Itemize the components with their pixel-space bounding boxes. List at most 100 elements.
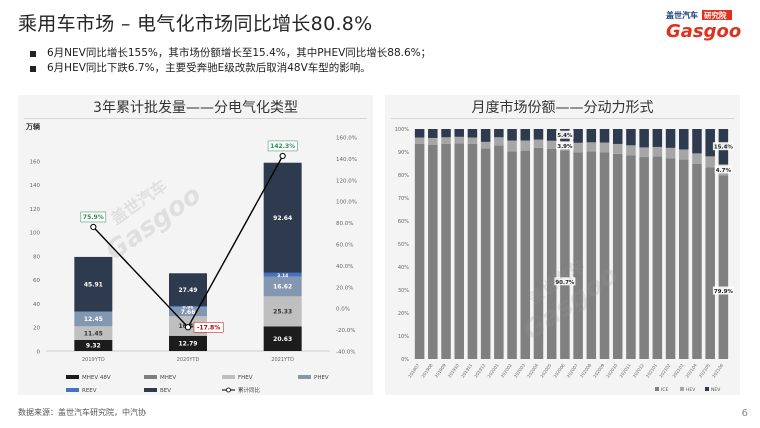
bar-segment: [441, 137, 451, 144]
bar-segment: [692, 129, 702, 154]
x-tick-label: 201910: [447, 362, 460, 378]
legend-swatch: [705, 387, 709, 391]
y2-tick-label: 20.0%: [336, 285, 353, 291]
bar-segment: [263, 276, 302, 297]
legend-label: NEV: [711, 387, 721, 393]
bar-segment: [533, 139, 544, 148]
bar-segment: [546, 140, 557, 150]
x-tick-label: 202005: [539, 362, 552, 378]
y-tick-label: 100: [30, 231, 41, 237]
bar-segment: [494, 137, 504, 146]
legend-swatch: [226, 387, 231, 393]
x-tick-label: 201912: [473, 362, 486, 378]
bar-segment: [428, 137, 438, 145]
legend-label: 累计同比: [238, 386, 261, 394]
bar-segment: [546, 129, 557, 141]
growth-point: [184, 324, 192, 331]
bar-segment: [428, 129, 438, 138]
bar-segment: [441, 143, 451, 359]
bar-segment: [546, 149, 557, 359]
bar-segment: [414, 129, 425, 138]
data-label: 25.33: [273, 309, 292, 316]
legend-label: MHEV: [160, 375, 176, 381]
data-label: 12.79: [179, 341, 198, 348]
legend-label: REEV: [82, 388, 97, 394]
legend-swatch: [222, 375, 235, 379]
x-tick-label: 201911: [460, 362, 473, 378]
bullet-text: 6月HEV同比下跌6.7%，主要受奔驰E级改款后取消48V车型的影响。: [47, 62, 371, 74]
x-tick-label: 2019YTD: [82, 357, 105, 363]
bar-segment: [718, 175, 729, 359]
y-tick-label: 20: [33, 326, 40, 332]
legend-label: HEV: [686, 387, 696, 393]
growth-point: [279, 152, 286, 160]
chart-title: 月度市场份额——分动力形式: [471, 100, 654, 116]
data-label: 3.14: [277, 273, 288, 279]
bar-segment: [507, 129, 517, 141]
x-tick-label: 202002: [500, 362, 513, 378]
bar-segment: [626, 129, 636, 146]
y-tick-label: 50%: [398, 242, 409, 248]
chart-title: 3年累计批发量——分电气化类型: [93, 100, 298, 116]
bar-segment: [679, 159, 689, 359]
bar-segment: [74, 256, 113, 312]
source-note: 数据来源：盖世汽车研究院，中汽协: [18, 408, 146, 417]
x-tick-label: 202006: [552, 362, 565, 378]
data-label-box: [714, 165, 733, 174]
bar-segment: [414, 137, 425, 144]
x-tick-label: 202012: [632, 362, 645, 378]
data-label: 12.45: [84, 316, 103, 323]
y-tick-label: 0%: [401, 357, 409, 363]
growth-label-box: [267, 140, 298, 152]
bar-segment: [586, 129, 597, 143]
y-tick-label: 80%: [398, 173, 409, 179]
bar-segment: [665, 147, 676, 159]
bar-segment: [652, 146, 663, 157]
data-label: 0.96: [182, 305, 193, 311]
bar-segment: [169, 307, 207, 317]
legend-label: FHEV: [238, 375, 253, 381]
y-tick-label: 60%: [398, 219, 409, 225]
bar-segment: [494, 145, 504, 359]
bar-segment: [612, 129, 623, 144]
legend-swatch: [144, 388, 157, 392]
x-tick-label: 202106: [711, 362, 724, 378]
x-tick-label: 202105: [698, 362, 711, 378]
bar-segment: [74, 326, 113, 340]
data-label: 79.9%: [714, 289, 734, 295]
x-tick-label: 201907: [407, 362, 420, 378]
bar-segment: [533, 129, 544, 140]
chart-monthly-share: 0%10%20%30%40%50%60%70%80%90%100%201907 2…: [395, 127, 734, 393]
y-axis-label: 万辆: [25, 122, 40, 131]
legend-label: ICE: [661, 387, 668, 393]
bar-segment: [520, 140, 531, 151]
bar-segment: [480, 129, 491, 142]
logo-cn: 盖世汽车: [666, 10, 698, 20]
bar-segment: [507, 140, 517, 152]
growth-point: [90, 223, 97, 231]
y2-tick-label: 40.0%: [336, 264, 353, 270]
x-tick-label: 202007: [566, 362, 579, 378]
y2-tick-label: 80.0%: [336, 221, 353, 227]
x-tick-label: 202104: [685, 362, 698, 378]
bar-segment: [573, 129, 583, 143]
x-tick-label: 202001: [486, 362, 499, 378]
bar-segment: [665, 129, 676, 148]
data-label-box: [712, 286, 734, 295]
bar-segment: [679, 149, 689, 160]
x-tick-label: 2021YTD: [271, 357, 294, 363]
bar-segment: [652, 156, 663, 359]
y2-tick-label: 0.0%: [336, 307, 350, 313]
x-tick-label: 202101: [645, 362, 658, 378]
bar-segment: [467, 129, 478, 138]
x-tick-label: 201908: [420, 362, 433, 378]
bar-segment: [169, 305, 207, 308]
data-label: 45.91: [84, 281, 103, 288]
y2-tick-label: -40.0%: [336, 350, 355, 356]
bar-segment: [626, 145, 636, 156]
bar-segment: [467, 137, 478, 144]
bar-segment: [679, 129, 689, 150]
y-tick-label: 160: [30, 159, 41, 165]
y-tick-label: 140: [30, 183, 41, 189]
